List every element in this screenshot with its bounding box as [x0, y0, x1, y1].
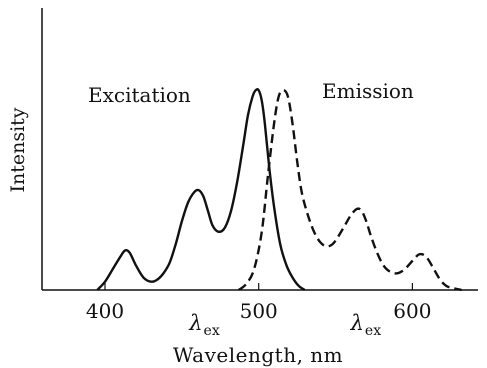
chart-labels: Excitation Emission Intensity Wavelength…: [7, 79, 414, 367]
x-tick-label: 400: [86, 299, 124, 323]
x-ticks: 400 500 600: [86, 283, 431, 323]
axes: [41, 8, 478, 291]
lambda-ex-mark: λex: [350, 311, 382, 339]
y-axis-label: Intensity: [7, 107, 29, 192]
annotation-excitation: Excitation: [88, 83, 191, 107]
lambda-marks: λex λex: [188, 311, 381, 339]
x-tick-label: 500: [240, 299, 278, 323]
annotation-emission: Emission: [322, 79, 414, 103]
x-axis-label: Wavelength, nm: [173, 343, 343, 367]
x-tick-label: 600: [393, 299, 431, 323]
series-lines: [96, 88, 462, 292]
series-line-excitation: [96, 88, 306, 292]
lambda-ex-mark: λex: [188, 311, 220, 339]
series-line-emission: [237, 89, 462, 292]
